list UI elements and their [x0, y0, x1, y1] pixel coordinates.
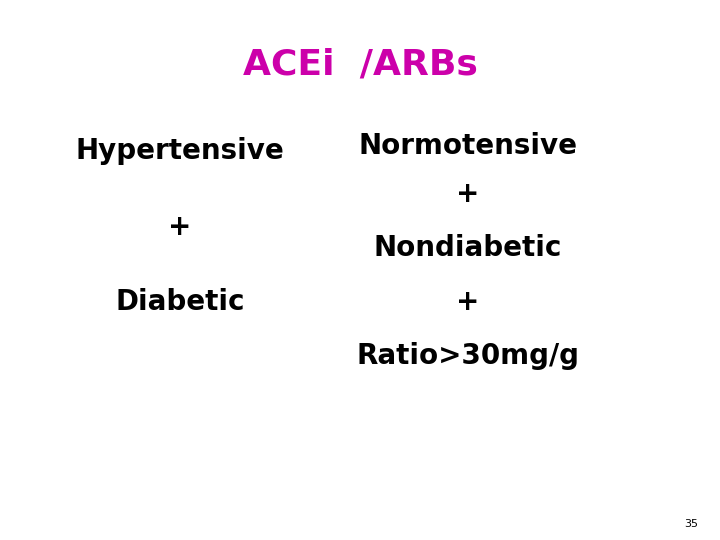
- Text: +: +: [456, 180, 480, 208]
- Text: Nondiabetic: Nondiabetic: [374, 234, 562, 262]
- Text: Hypertensive: Hypertensive: [76, 137, 284, 165]
- Text: +: +: [456, 288, 480, 316]
- Text: Normotensive: Normotensive: [359, 132, 577, 160]
- Text: +: +: [168, 213, 192, 241]
- Text: ACEi  /ARBs: ACEi /ARBs: [243, 48, 477, 82]
- Text: Ratio>30mg/g: Ratio>30mg/g: [356, 342, 580, 370]
- Text: 35: 35: [685, 519, 698, 529]
- Text: Diabetic: Diabetic: [115, 288, 245, 316]
